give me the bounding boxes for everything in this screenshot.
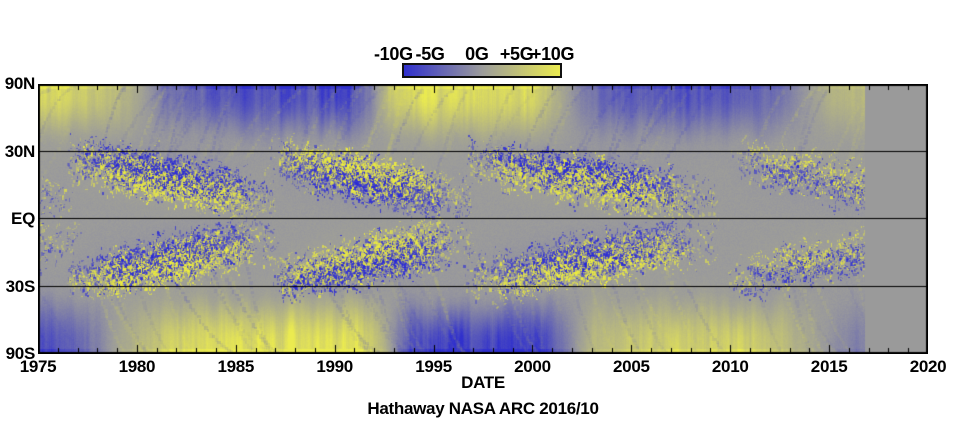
x-axis-tick-label: 1995 [415, 357, 452, 376]
x-axis-tick-label: 2000 [514, 357, 551, 376]
x-axis-tick-label: 2015 [810, 357, 848, 376]
colorbar-tick-label: +10G [530, 44, 575, 64]
x-axis-tick-label: 1980 [118, 357, 156, 376]
x-axis-tick-label: 1985 [217, 357, 255, 376]
y-axis-tick-label: 30S [5, 276, 36, 296]
butterfly-plot-canvas [38, 84, 928, 354]
colorbar-tick-label: -10G [373, 44, 413, 64]
caption: Hathaway NASA ARC 2016/10 [367, 399, 599, 418]
x-axis-tick-label: 2020 [909, 357, 947, 376]
y-axis-tick-label: 30N [4, 141, 36, 161]
x-axis-tick-label: 1975 [19, 357, 57, 376]
colorbar-gradient [402, 63, 562, 78]
y-axis-tick-label: 90S [5, 344, 36, 363]
colorbar-tick-label: 0G [465, 44, 489, 64]
x-axis-tick-label: 2005 [613, 357, 650, 376]
x-axis-tick-label: 2010 [711, 357, 749, 376]
colorbar-tick-label: -5G [415, 44, 445, 64]
y-axis-tick-label: 90N [4, 74, 36, 93]
x-axis-title: DATE [461, 373, 505, 392]
colorbar-tick-label: +5G [499, 44, 534, 64]
y-axis-tick-label: EQ [11, 209, 35, 228]
x-axis-tick-label: 1990 [316, 357, 353, 376]
